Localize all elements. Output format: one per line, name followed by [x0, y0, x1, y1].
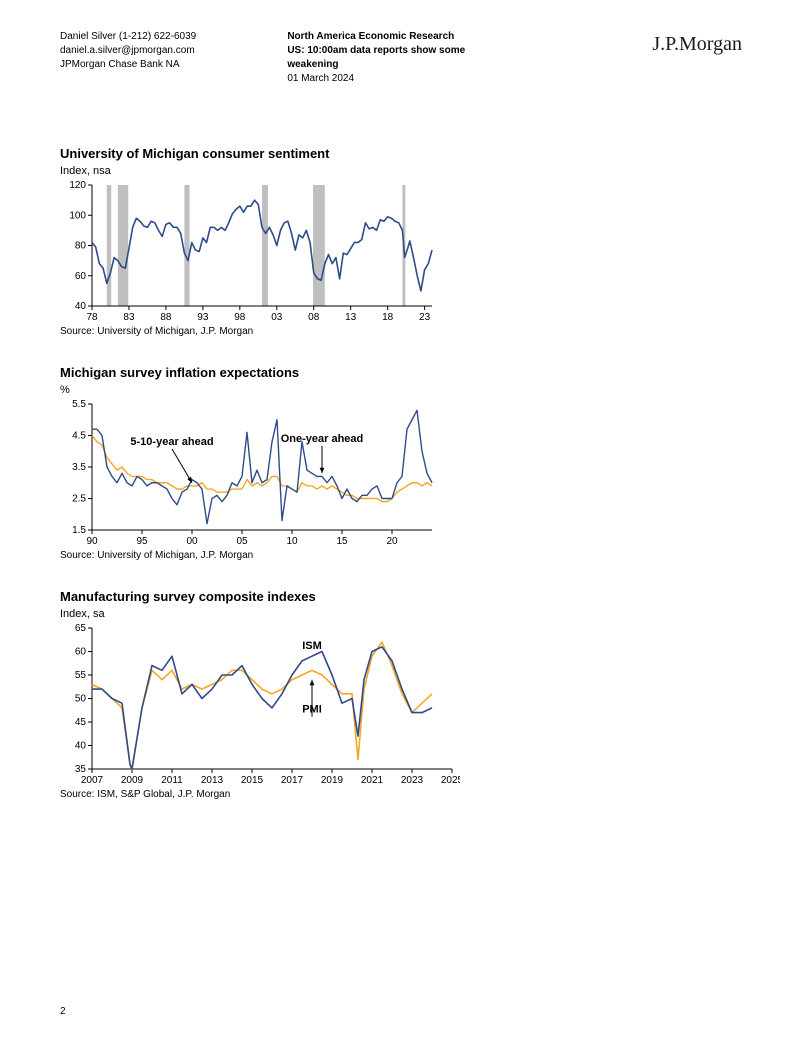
svg-text:2017: 2017: [281, 775, 304, 786]
header-author-block: Daniel Silver (1-212) 622-6039 daniel.a.…: [60, 30, 287, 72]
svg-text:20: 20: [386, 536, 398, 547]
svg-text:3.5: 3.5: [72, 462, 86, 473]
svg-text:08: 08: [308, 312, 320, 323]
svg-text:15: 15: [336, 536, 348, 547]
svg-text:95: 95: [136, 536, 148, 547]
header-report-block: North America Economic Research US: 10:0…: [287, 30, 514, 86]
svg-text:93: 93: [197, 312, 209, 323]
chart2-ylabel: %: [60, 384, 742, 396]
svg-text:23: 23: [419, 312, 431, 323]
svg-text:5-10-year ahead: 5-10-year ahead: [130, 436, 213, 448]
report-title: US: 10:00am data reports show some weake…: [287, 44, 514, 72]
svg-text:45: 45: [75, 717, 87, 728]
svg-text:50: 50: [75, 694, 87, 705]
svg-text:2023: 2023: [401, 775, 424, 786]
svg-text:5.5: 5.5: [72, 399, 86, 410]
chart3-block: Manufacturing survey composite indexes I…: [60, 589, 742, 800]
svg-text:2013: 2013: [201, 775, 224, 786]
chart1-svg: 40 60 80 100 120 78 83 88 93 98 03 08 13 18 23: [60, 179, 440, 324]
svg-text:05: 05: [236, 536, 248, 547]
svg-text:2021: 2021: [361, 775, 384, 786]
svg-text:60: 60: [75, 271, 87, 282]
page-number: 2: [60, 1006, 66, 1017]
page: Daniel Silver (1-212) 622-6039 daniel.a.…: [0, 0, 802, 848]
svg-text:2011: 2011: [161, 775, 183, 786]
chart2-source: Source: University of Michigan, J.P. Mor…: [60, 550, 742, 561]
chart2-svg: 1.5 2.5 3.5 4.5 5.5 90 95 00 05 10 15 20 5-10-year a…: [60, 398, 440, 548]
svg-text:4.5: 4.5: [72, 431, 86, 442]
jpmorgan-logo: J.P.Morgan: [515, 30, 742, 58]
bank-name: JPMorgan Chase Bank NA: [60, 58, 287, 72]
region-label: North America Economic Research: [287, 30, 514, 44]
svg-text:2025: 2025: [441, 775, 460, 786]
svg-text:00: 00: [186, 536, 198, 547]
svg-text:90: 90: [86, 536, 98, 547]
svg-text:78: 78: [86, 312, 98, 323]
svg-text:55: 55: [75, 670, 87, 681]
svg-text:2019: 2019: [321, 775, 344, 786]
svg-text:60: 60: [75, 647, 87, 658]
chart1-block: University of Michigan consumer sentimen…: [60, 146, 742, 337]
chart3-source: Source: ISM, S&P Global, J.P. Morgan: [60, 789, 742, 800]
svg-text:One-year ahead: One-year ahead: [281, 433, 364, 445]
header: Daniel Silver (1-212) 622-6039 daniel.a.…: [60, 30, 742, 86]
svg-text:120: 120: [69, 180, 86, 191]
svg-text:83: 83: [123, 312, 135, 323]
svg-text:40: 40: [75, 741, 87, 752]
chart3-ylabel: Index, sa: [60, 608, 742, 620]
svg-text:13: 13: [345, 312, 357, 323]
chart3-svg: 35 40 45 50 55 60 65 2007 2009 2011 2013 2015 2017 20…: [60, 622, 460, 787]
chart2-block: Michigan survey inflation expectations %…: [60, 365, 742, 561]
chart3-title: Manufacturing survey composite indexes: [60, 589, 742, 604]
svg-text:03: 03: [271, 312, 283, 323]
svg-text:40: 40: [75, 301, 87, 312]
report-date: 01 March 2024: [287, 72, 514, 86]
chart1-source: Source: University of Michigan, J.P. Mor…: [60, 326, 742, 337]
author-email: daniel.a.silver@jpmorgan.com: [60, 44, 287, 58]
svg-text:2015: 2015: [241, 775, 264, 786]
svg-text:80: 80: [75, 241, 87, 252]
svg-text:2.5: 2.5: [72, 494, 86, 505]
svg-text:65: 65: [75, 623, 87, 634]
svg-text:35: 35: [75, 764, 87, 775]
svg-text:ISM: ISM: [302, 640, 322, 652]
author-line: Daniel Silver (1-212) 622-6039: [60, 30, 287, 44]
chart1-title: University of Michigan consumer sentimen…: [60, 146, 742, 161]
svg-text:10: 10: [286, 536, 298, 547]
svg-text:100: 100: [69, 210, 86, 221]
chart1-ylabel: Index, nsa: [60, 165, 742, 177]
svg-text:98: 98: [234, 312, 246, 323]
chart2-title: Michigan survey inflation expectations: [60, 365, 742, 380]
svg-text:18: 18: [382, 312, 394, 323]
svg-text:2009: 2009: [121, 775, 144, 786]
svg-text:88: 88: [160, 312, 172, 323]
svg-text:1.5: 1.5: [72, 525, 86, 536]
svg-text:2007: 2007: [81, 775, 104, 786]
